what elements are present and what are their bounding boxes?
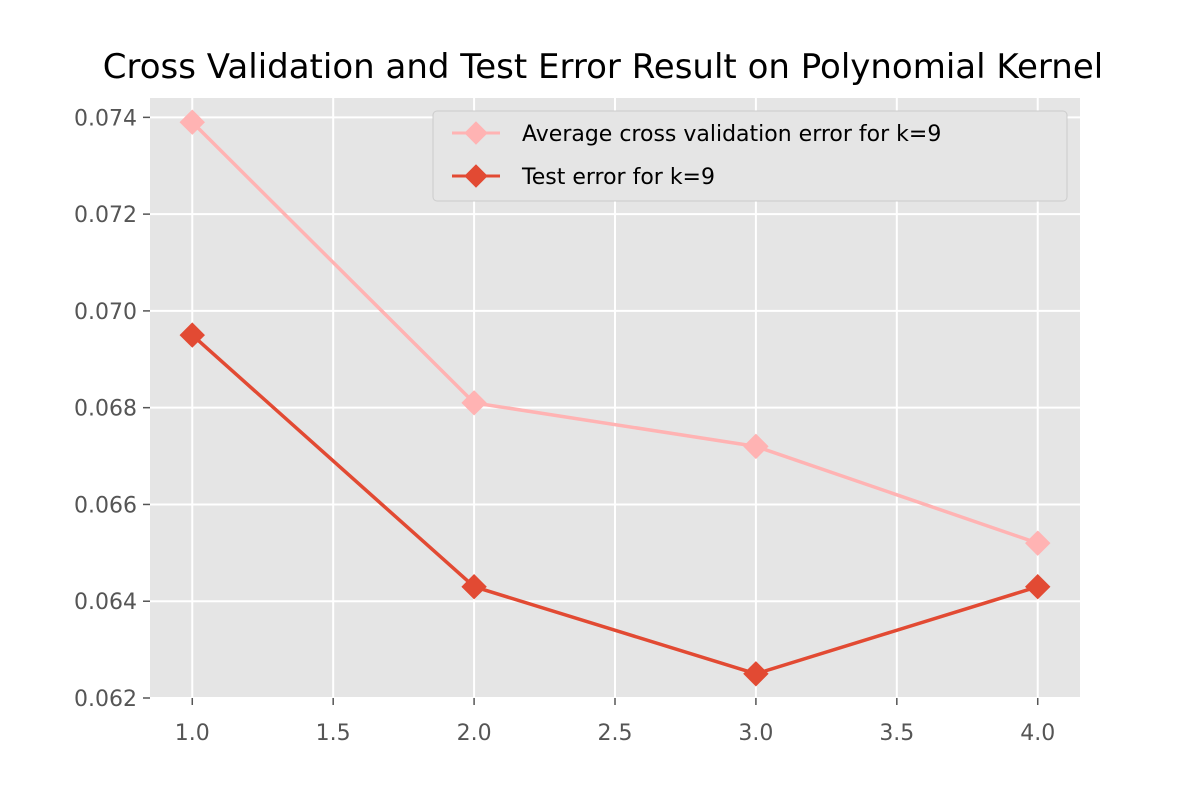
x-tick-label: 3.5	[879, 721, 914, 746]
legend-entry-cv: Average cross validation error for k=9	[452, 121, 941, 147]
chart-title: Cross Validation and Test Error Result o…	[103, 47, 1103, 87]
y-tick-label: 0.072	[74, 203, 137, 228]
x-tick-label: 1.0	[175, 721, 210, 746]
legend-marker-cv	[464, 121, 488, 145]
legend-label-cv: Average cross validation error for k=9	[522, 122, 941, 147]
series-group	[179, 109, 1051, 687]
x-tick-label: 1.5	[316, 721, 351, 746]
legend-marker-test	[464, 164, 488, 188]
y-tick-label: 0.070	[74, 300, 137, 325]
y-tick-label: 0.066	[74, 493, 137, 518]
data-point-series-2	[743, 661, 769, 687]
data-point-series-1	[179, 109, 205, 135]
y-tick-label: 0.074	[74, 106, 137, 131]
x-axis: 1.0 1.5 2.0 2.5 3.0 3.5 4.0	[175, 698, 1055, 746]
x-tick-label: 2.0	[457, 721, 492, 746]
data-point-series-2	[461, 574, 487, 600]
x-tick-label: 3.0	[738, 721, 773, 746]
series-line-2	[191, 333, 1039, 676]
data-point-series-1	[461, 390, 487, 416]
legend-box	[432, 110, 1068, 202]
data-point-series-1	[1025, 530, 1051, 556]
series-line-1	[191, 120, 1039, 545]
y-tick-label: 0.062	[74, 687, 137, 712]
y-tick-label: 0.068	[74, 397, 137, 422]
legend-entry-test: Test error for k=9	[452, 164, 715, 190]
y-tick-label: 0.064	[74, 590, 137, 615]
data-point-series-2	[179, 322, 205, 348]
x-tick-label: 2.5	[598, 721, 633, 746]
y-axis: 0.062 0.064 0.066 0.068 0.070 0.072 0.074	[74, 106, 150, 712]
legend: Average cross validation error for k=9 T…	[432, 110, 1068, 202]
data-point-series-2	[1025, 574, 1051, 600]
x-tick-label: 4.0	[1020, 721, 1055, 746]
legend-label-test: Test error for k=9	[521, 165, 715, 190]
data-point-series-1	[743, 433, 769, 460]
